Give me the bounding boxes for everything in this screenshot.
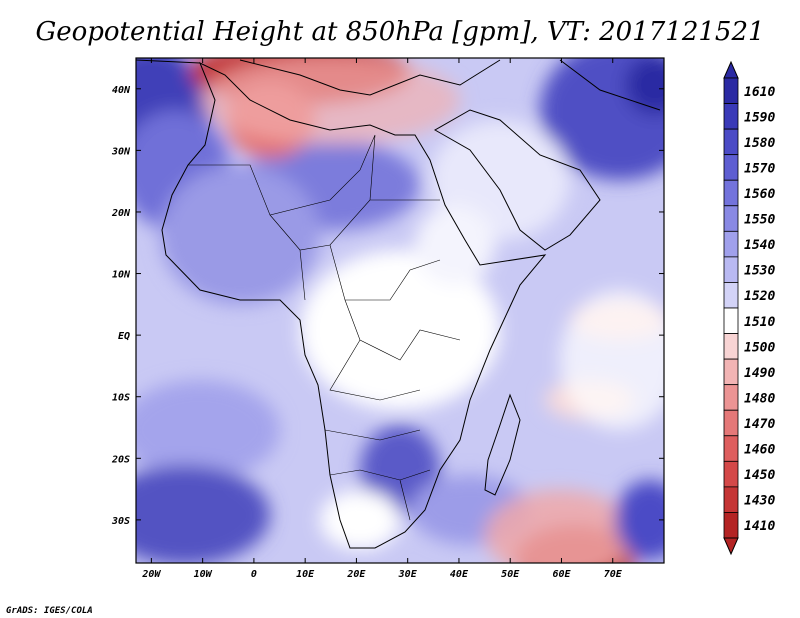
x-tick-label: 40E [450,569,469,580]
field-ethiopia [415,205,495,285]
colorbar-swatch [723,128,739,156]
field-se-high [615,480,664,560]
arabia-coastline [433,109,601,251]
colorbar-label: 1610 [744,85,775,100]
y-tick-label: 30N [111,146,131,157]
colorbar-swatch [723,77,739,104]
colorbar-label: 1470 [744,417,775,432]
colorbar-swatch [723,358,739,386]
colorbar-label: 1450 [744,468,775,483]
x-axis: 20W 10W 0 10E 20E 30E 40E 50E 60E 70E [141,58,623,580]
colorbar-top-triangle [723,60,739,79]
y-tick-label: 10S [112,393,130,404]
colorbar-swatch [723,333,739,360]
x-tick-label: 50E [501,569,520,580]
colorbar-label: 1490 [744,366,775,381]
colorbar-swatch [723,154,739,181]
field-cape-white [320,490,400,550]
colorbar-label: 1520 [744,289,775,304]
colorbar-swatch [723,307,739,334]
field-central-africa [300,250,500,410]
colorbar-label: 1550 [744,213,775,228]
colorbar-swatch [723,435,739,462]
africa-coastline [161,61,547,549]
field-med-halo [200,58,460,145]
footer-credit: GrADS: IGES/COLA [6,606,93,616]
y-tick-label: 10N [112,270,131,281]
colorbar-swatch [723,460,739,488]
colorbar-label: 1410 [744,519,775,534]
y-tick-label: 20N [111,208,131,219]
y-tick-label: EQ [118,331,130,342]
colorbar-bottom-triangle [723,537,739,556]
x-tick-label: 0 [251,569,257,580]
colorbar-swatch [723,512,739,539]
colorbar-label: 1570 [744,161,775,176]
colorbar-label: 1590 [744,110,775,125]
colorbar-swatch [723,230,739,258]
colorbar-swatch [723,179,739,207]
colorbar-label: 1510 [744,315,775,330]
x-tick-label: 20E [346,569,366,580]
x-tick-label: 10W [194,569,213,580]
colorbar-swatch [723,282,739,309]
colorbar-label: 1560 [744,187,775,202]
colorbar-label: 1540 [744,238,775,253]
x-tick-label: 30E [398,569,418,580]
y-axis: 40N 30N 20N 10N EQ 10S 20S 30S [111,85,664,527]
colorbar-label: 1580 [744,136,775,151]
colorbar: 1610 1590 1580 1570 1560 1550 1540 1530 1520 1510… [723,60,775,556]
colorbar-swatch [723,256,739,283]
colorbar-swatch [723,384,739,411]
country-borders [188,134,461,521]
map-title: Geopotential Height at 850hPa [gpm], VT:… [35,17,764,47]
colorbar-swatch [723,486,739,513]
field-s-atlantic-high [136,465,270,563]
y-tick-label: 40N [112,85,131,96]
x-tick-label: 10E [296,569,315,580]
height-field [136,58,664,563]
colorbar-label: 1480 [744,391,775,406]
colorbar-label: 1530 [744,264,775,279]
colorbar-swatch [723,103,739,130]
europe-coastline [136,59,661,111]
colorbar-label: 1430 [744,494,775,509]
field-asia-peak [625,58,664,115]
field-indian-white [560,290,664,430]
field-s-indian-halo [485,490,635,563]
colorbar-label: 1460 [744,443,775,458]
plot-frame [135,57,665,564]
x-tick-label: 70E [604,569,623,580]
coastlines [136,59,661,549]
y-tick-label: 20S [111,454,130,465]
madagascar-coastline [484,393,521,496]
field-s-atlantic-mid [136,380,280,480]
colorbar-swatch [723,409,739,437]
colorbar-swatch [723,205,739,232]
y-tick-label: 30S [111,516,130,527]
x-tick-label: 60E [552,569,571,580]
colorbar-label: 1500 [744,340,775,355]
x-tick-label: 20W [141,569,161,580]
field-west-africa [160,165,320,305]
